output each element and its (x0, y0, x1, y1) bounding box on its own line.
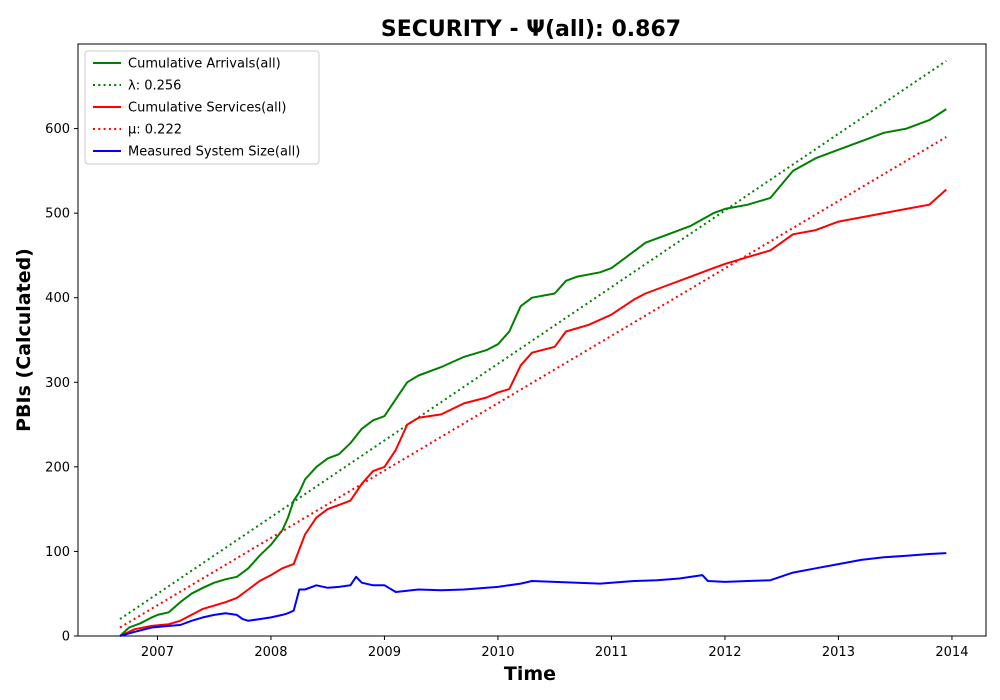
legend-label: Measured System Size(all) (128, 145, 300, 160)
x-tick-label: 2010 (481, 645, 514, 660)
legend-box (84, 50, 320, 165)
y-tick-label: 300 (45, 376, 70, 391)
x-tick-label: 2012 (708, 645, 741, 660)
x-tick-label: 2008 (254, 645, 287, 660)
legend-label: λ: 0.256 (128, 79, 181, 94)
x-axis: 2007 2008 2009 2010 2011 2012 2013 2014 (141, 636, 968, 660)
x-tick-label: 2013 (822, 645, 855, 660)
series-line-5 (119, 552, 947, 637)
y-tick-label: 600 (45, 122, 70, 137)
legend: Cumulative Arrivals(all) λ: 0.256 Cumulati… (84, 50, 320, 165)
series-line-1 (119, 108, 947, 637)
y-tick-label: 200 (45, 460, 70, 475)
y-tick-label: 100 (45, 545, 70, 560)
legend-label: Cumulative Services(all) (128, 101, 286, 116)
y-axis: 0 100 200 300 400 500 600 (45, 122, 78, 645)
chart-title: SECURITY - Ψ(all): 0.867 (381, 17, 681, 42)
x-tick-label: 2014 (935, 645, 968, 660)
x-tick-label: 2007 (141, 645, 174, 660)
series-line-4 (119, 136, 947, 629)
legend-label: Cumulative Arrivals(all) (128, 57, 281, 72)
legend-label: μ: 0.222 (128, 123, 182, 138)
y-tick-label: 400 (45, 291, 70, 306)
x-axis-label: Time (504, 663, 556, 685)
series-line-3 (119, 188, 947, 637)
series-line-2 (119, 60, 947, 620)
x-tick-label: 2009 (368, 645, 401, 660)
y-tick-label: 0 (62, 630, 70, 645)
x-tick-label: 2011 (595, 645, 628, 660)
y-axis-label: PBIs (Calculated) (13, 248, 35, 432)
y-tick-label: 500 (45, 207, 70, 222)
